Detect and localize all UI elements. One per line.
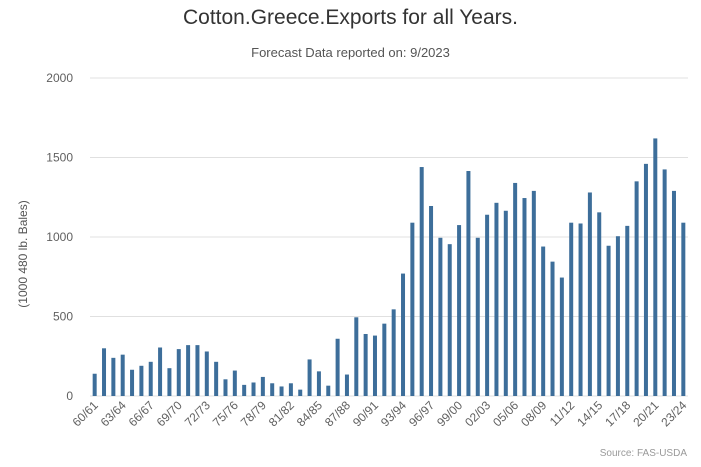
y-tick-label: 0 — [66, 389, 73, 403]
bar-02-03 — [485, 214, 490, 396]
bar-19-20 — [643, 163, 648, 396]
bar-80-81 — [279, 386, 284, 396]
bar-66-67 — [148, 361, 153, 396]
bar-62-63 — [111, 357, 116, 396]
bar-79-80 — [270, 383, 275, 396]
x-tick-label: 84/85 — [294, 398, 325, 429]
bar-93-94 — [401, 273, 406, 396]
x-tick-label: 66/67 — [126, 398, 157, 429]
bar-72-73 — [204, 351, 209, 396]
bar-78-79 — [260, 376, 265, 396]
bar-81-82 — [288, 383, 293, 396]
bar-70-71 — [186, 345, 191, 396]
x-tick-label: 75/76 — [210, 398, 241, 429]
x-tick-label: 96/97 — [406, 398, 437, 429]
bar-13-14 — [587, 192, 592, 396]
bar-03-04 — [494, 202, 499, 396]
source-credit: Source: FAS-USDA — [599, 448, 687, 459]
bar-76-77 — [242, 384, 247, 396]
x-tick-label: 81/82 — [266, 398, 297, 429]
bar-71-72 — [195, 345, 200, 396]
chart-subtitle: Forecast Data reported on: 9/2023 — [251, 45, 450, 60]
x-tick-label: 93/94 — [378, 398, 409, 429]
bar-07-08 — [531, 190, 536, 396]
bar-63-64 — [120, 354, 125, 396]
bar-23-24 — [681, 222, 686, 396]
bar-99-00 — [457, 225, 462, 396]
x-tick-label: 60/61 — [70, 398, 101, 429]
x-tick-label: 63/64 — [98, 398, 129, 429]
bar-68-69 — [167, 368, 172, 396]
bar-97-98 — [438, 237, 443, 396]
bar-96-97 — [429, 205, 434, 396]
bar-92-93 — [391, 309, 396, 396]
bar-87-88 — [344, 374, 349, 396]
x-tick-label: 11/12 — [547, 398, 578, 429]
x-axis-ticks: 60/6163/6466/6769/7072/7375/7678/7981/82… — [70, 398, 690, 429]
bar-91-92 — [382, 323, 387, 396]
bar-90-91 — [372, 335, 377, 396]
y-tick-label: 1500 — [46, 151, 73, 165]
bar-64-65 — [130, 369, 135, 396]
bar-01-02 — [475, 237, 480, 396]
bar-08-09 — [541, 246, 546, 396]
bar-84-85 — [316, 371, 321, 396]
x-tick-label: 87/88 — [322, 398, 353, 429]
y-tick-label: 2000 — [46, 71, 73, 85]
x-tick-label: 20/21 — [630, 398, 661, 429]
y-tick-label: 1000 — [46, 230, 73, 244]
bar-67-68 — [158, 347, 163, 396]
bar-95-96 — [419, 167, 424, 396]
x-tick-label: 78/79 — [238, 398, 269, 429]
y-axis-ticks: 0 500 1000 1500 2000 — [46, 71, 73, 403]
bar-15-16 — [606, 245, 611, 396]
x-tick-label: 02/03 — [462, 398, 493, 429]
bar-85-86 — [326, 385, 331, 396]
chart-title: Cotton.Greece.Exports for all Years. — [182, 6, 518, 29]
bar-94-95 — [410, 222, 415, 396]
x-tick-label: 69/70 — [154, 398, 185, 429]
x-tick-label: 72/73 — [182, 398, 213, 429]
bar-10-11 — [559, 277, 564, 396]
bar-14-15 — [597, 212, 602, 396]
bar-61-62 — [102, 348, 107, 396]
bar-77-78 — [251, 382, 256, 396]
bar-16-17 — [615, 236, 620, 396]
bar-74-75 — [223, 379, 228, 396]
bar-20-21 — [653, 138, 658, 397]
x-tick-label: 90/91 — [350, 398, 381, 429]
x-tick-label: 17/18 — [602, 398, 633, 429]
bar-22-23 — [671, 190, 676, 396]
bar-83-84 — [307, 359, 312, 396]
x-tick-label: 99/00 — [434, 398, 465, 429]
y-tick-label: 500 — [53, 310, 73, 324]
x-tick-label: 05/06 — [490, 398, 521, 429]
x-tick-label: 08/09 — [518, 398, 549, 429]
x-tick-label: 14/15 — [574, 398, 605, 429]
bar-21-22 — [662, 169, 667, 396]
bar-73-74 — [214, 361, 219, 396]
bar-89-90 — [363, 333, 368, 396]
y-axis-label: (1000 480 lb. Bales) — [16, 200, 30, 307]
bar-00-01 — [466, 171, 471, 396]
bar-05-06 — [513, 182, 518, 396]
bar-65-66 — [139, 365, 144, 396]
bar-98-99 — [447, 244, 452, 396]
bar-06-07 — [522, 198, 527, 396]
bar-17-18 — [625, 225, 630, 396]
bar-88-89 — [354, 317, 359, 396]
bars — [92, 138, 686, 397]
bar-60-61 — [92, 373, 97, 396]
bar-82-83 — [298, 389, 303, 396]
bar-86-87 — [335, 338, 340, 396]
bar-11-12 — [569, 222, 574, 396]
bar-18-19 — [634, 181, 639, 396]
bar-69-70 — [176, 349, 181, 396]
bar-04-05 — [503, 210, 508, 396]
bar-09-10 — [550, 261, 555, 396]
bar-75-76 — [232, 370, 237, 396]
bar-12-13 — [578, 223, 583, 396]
x-tick-label: 23/24 — [658, 398, 689, 429]
